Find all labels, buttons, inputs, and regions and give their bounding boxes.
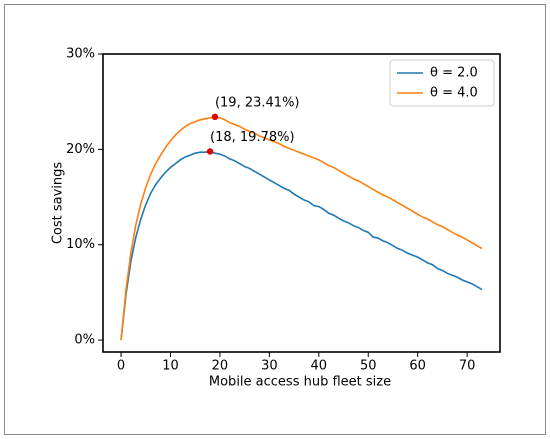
x-tick-label: 70 bbox=[459, 359, 476, 374]
x-tick-label: 40 bbox=[311, 359, 328, 374]
y-tick-label: 20% bbox=[66, 142, 95, 157]
annotation-point bbox=[211, 113, 219, 121]
y-tick-label: 0% bbox=[74, 333, 95, 348]
annotation-label: (18, 19.78%) bbox=[210, 130, 295, 145]
y-tick-label: 10% bbox=[66, 237, 95, 252]
x-tick-label: 10 bbox=[162, 359, 179, 374]
series-line bbox=[120, 150, 483, 341]
x-tick-label: 60 bbox=[409, 359, 426, 374]
x-tick-label: 30 bbox=[261, 359, 278, 374]
y-tick-label: 30% bbox=[66, 47, 95, 62]
legend-label: θ = 2.0 bbox=[430, 66, 478, 81]
x-tick-label: 0 bbox=[117, 359, 125, 374]
annotation-point bbox=[206, 148, 214, 155]
annotation-label: (19, 23.41%) bbox=[215, 95, 300, 110]
y-axis-label: Cost savings bbox=[51, 162, 66, 245]
x-tick-label: 20 bbox=[212, 359, 229, 374]
x-axis-label: Mobile access hub fleet size bbox=[209, 375, 391, 390]
series-line bbox=[120, 116, 483, 341]
legend-label: θ = 4.0 bbox=[430, 86, 478, 101]
plot-frame bbox=[102, 53, 501, 353]
x-tick-label: 50 bbox=[360, 359, 377, 374]
legend-box bbox=[389, 59, 495, 107]
